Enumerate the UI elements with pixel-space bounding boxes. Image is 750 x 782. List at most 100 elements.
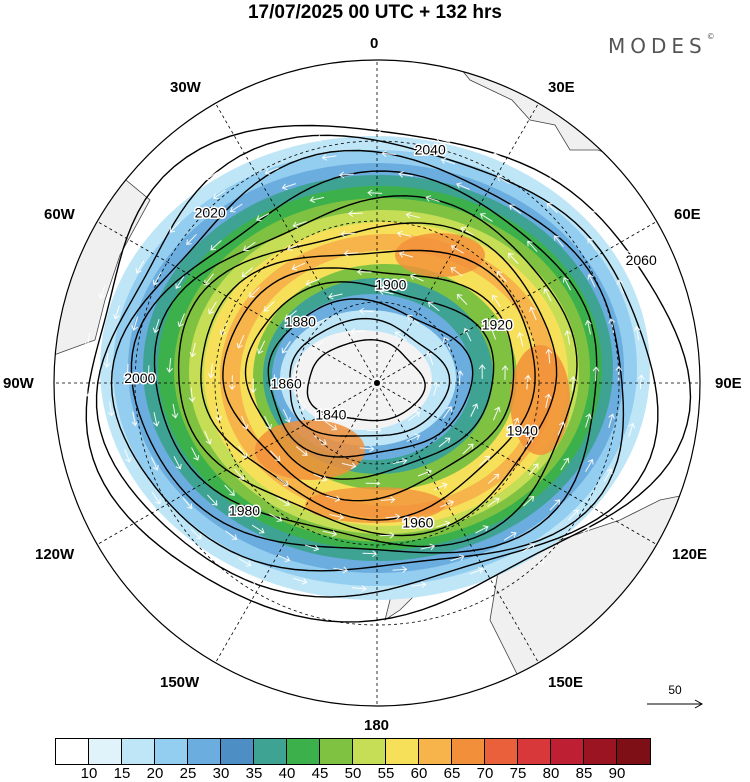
colorbar-swatch — [485, 739, 518, 764]
wind-arrow — [293, 577, 308, 585]
wind-arrow — [488, 325, 497, 340]
wind-arrow — [522, 543, 536, 553]
colorbar-swatch — [188, 739, 221, 764]
wind-arrow — [305, 278, 320, 287]
wind-arrow — [160, 202, 172, 214]
wind-arrow — [408, 411, 421, 422]
contour-label: 1880 — [285, 313, 316, 329]
wind-arrow — [522, 496, 535, 507]
wind-arrow — [276, 476, 289, 486]
colorbar-swatch — [122, 739, 155, 764]
wind-arrow — [528, 463, 539, 476]
contour-line — [306, 338, 426, 422]
wind-arrow — [491, 294, 501, 308]
contour-line — [130, 170, 598, 554]
wind-arrow — [281, 341, 291, 354]
wind-arrow — [427, 301, 440, 312]
wind-arrow — [241, 267, 254, 278]
colorbar-ticks: 10 15 20 25 30 35 40 45 50 55 60 65 70 75 80 85 90 — [55, 765, 715, 782]
wind-arrow — [405, 211, 421, 219]
wind-arrow — [568, 509, 579, 521]
contour-label: 1840 — [315, 406, 346, 422]
wind-arrow — [603, 468, 613, 482]
contour-line — [177, 222, 558, 537]
wind-arrow — [469, 567, 484, 575]
wind-arrow — [659, 343, 667, 359]
wind-arrow — [83, 381, 91, 397]
wind-arrow — [241, 415, 249, 430]
wind-arrow — [348, 210, 363, 217]
wind-arrows — [83, 130, 667, 610]
wind-arrow — [116, 476, 125, 491]
contour-line — [267, 298, 474, 458]
wind-arrow — [479, 455, 491, 467]
lon-label-90e: 90E — [715, 375, 742, 392]
contour-label: 1980 — [229, 503, 260, 519]
colorbar-tick-label: 10 — [80, 765, 98, 782]
wind-arrow — [392, 566, 408, 573]
wind-arrow — [243, 579, 257, 588]
wind-arrow — [329, 513, 345, 521]
colorbar-swatch — [617, 739, 650, 764]
wind-arrow — [381, 150, 397, 157]
wind-arrow — [238, 445, 248, 459]
meridian-line — [211, 382, 378, 669]
wind-arrow — [204, 430, 212, 445]
wind-arrow — [270, 374, 278, 390]
wind-arrow — [396, 230, 412, 238]
wind-arrow — [496, 175, 510, 185]
wind-arrow — [281, 183, 296, 191]
wind-arrow — [264, 415, 272, 430]
wind-arrow — [313, 473, 328, 482]
wind-arrow — [269, 450, 281, 462]
contour-label: 1920 — [482, 316, 513, 332]
colorbar-tick-label: 35 — [245, 765, 263, 782]
wind-arrow — [321, 153, 337, 161]
wind-arrow — [554, 235, 564, 248]
wind-arrow — [257, 149, 272, 157]
colorbar-swatch — [254, 739, 287, 764]
wind-arrow — [503, 531, 517, 541]
wind-arrow — [463, 327, 472, 342]
wind-arrow — [269, 513, 283, 522]
wind-arrow — [564, 330, 572, 345]
wind-arrow — [204, 273, 214, 286]
wind-arrow — [456, 182, 470, 190]
colorbar-swatch — [551, 739, 584, 764]
wind-arrow — [333, 566, 349, 574]
wind-arrow — [95, 430, 102, 446]
south-pole-marker — [374, 380, 380, 386]
wind-arrow — [313, 317, 328, 326]
wind-arrow — [378, 288, 394, 296]
wind-arrow — [341, 462, 357, 470]
wind-arrow — [131, 316, 139, 331]
wind-arrow — [615, 365, 623, 381]
wind-arrow — [257, 340, 266, 355]
wind-arrow — [359, 307, 374, 315]
wind-arrow — [531, 559, 545, 569]
wind-arrow — [103, 353, 111, 368]
contour-label: 2040 — [415, 141, 446, 157]
wind-arrow — [208, 301, 217, 315]
wind-arrow — [277, 497, 291, 506]
contour-label: 2060 — [626, 252, 657, 268]
wind-arrow — [545, 348, 553, 364]
wind-arrow — [569, 375, 577, 391]
wind-arrow — [286, 243, 301, 251]
lon-label-30w: 30W — [170, 79, 201, 96]
wind-arrow — [628, 422, 636, 437]
wind-arrow — [189, 342, 197, 358]
wind-arrow — [107, 401, 115, 417]
colorbar-tick-label: 15 — [113, 765, 131, 782]
wind-arrow — [191, 447, 200, 461]
wind-arrow — [292, 221, 307, 229]
polar-map: 1840 1860 1880 1900 1920 1940 1960 1980 2000 2020… — [53, 59, 701, 707]
wind-arrow — [359, 602, 375, 610]
wind-arrow — [435, 136, 451, 143]
wind-arrow — [543, 287, 552, 302]
wind-arrow — [560, 457, 570, 471]
wind-arrow — [442, 406, 452, 419]
contour-line — [95, 134, 659, 598]
wind-arrow — [460, 226, 474, 236]
wind-arrow — [436, 520, 451, 528]
